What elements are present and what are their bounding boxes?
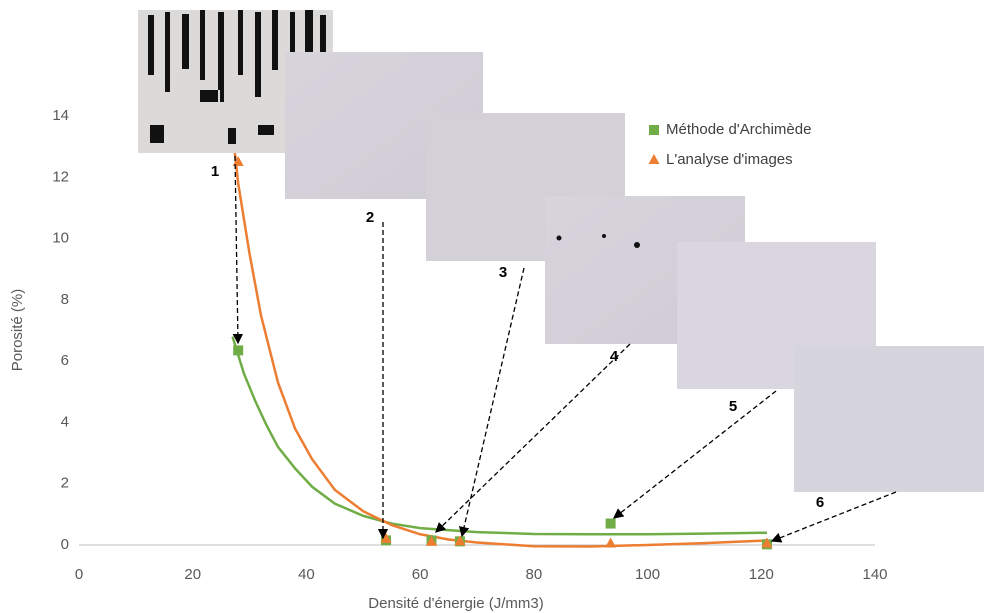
- data-point: [605, 518, 616, 529]
- y-axis-label: Porosité (%): [9, 289, 26, 372]
- arrow: [435, 343, 631, 533]
- arrow: [770, 491, 897, 543]
- data-point: [426, 535, 438, 546]
- inset-label: 5: [729, 398, 737, 415]
- inset-label: 6: [816, 494, 824, 511]
- inset-label: 2: [366, 209, 374, 226]
- y-tick-label: 8: [61, 291, 69, 308]
- arrow: [232, 155, 244, 345]
- y-tick-label: 12: [52, 168, 69, 185]
- x-tick-label: 20: [184, 566, 201, 583]
- micrograph: [794, 346, 984, 492]
- y-tick-label: 14: [52, 107, 69, 124]
- arrow: [612, 390, 777, 519]
- trend-line: [231, 131, 768, 548]
- data-point: [648, 154, 660, 164]
- x-axis-label: Densité d'énergie (J/mm3): [368, 595, 543, 612]
- x-tick-label: 140: [862, 566, 887, 583]
- data-point: [233, 345, 244, 356]
- x-tick-label: 100: [635, 566, 660, 583]
- insets: 1 2 3 4 5 6: [138, 10, 984, 543]
- x-tick-label: 120: [749, 566, 774, 583]
- x-tick-label: 60: [412, 566, 429, 583]
- x-tick-label: 0: [75, 566, 83, 583]
- inset-label: 4: [610, 348, 619, 365]
- data-point: [232, 155, 244, 166]
- data-point: [649, 125, 659, 135]
- inset-label: 1: [211, 163, 219, 180]
- arrow: [458, 267, 525, 538]
- data-point: [454, 535, 466, 546]
- x-tick-label: 40: [298, 566, 315, 583]
- legend-label: L'analyse d'images: [666, 151, 793, 168]
- y-tick-label: 4: [61, 413, 69, 430]
- y-tick-label: 2: [61, 475, 69, 492]
- data-point: [605, 537, 617, 548]
- y-tick-label: 0: [61, 536, 69, 553]
- trend-line: [231, 336, 767, 536]
- x-tick-label: 80: [526, 566, 543, 583]
- legend-label: Méthode d'Archimède: [666, 121, 811, 138]
- y-tick-label: 10: [52, 230, 69, 247]
- legend: Méthode d'Archimède L'analyse d'images: [648, 121, 811, 168]
- data-point: [761, 537, 773, 548]
- inset-label: 3: [499, 264, 507, 281]
- y-tick-label: 6: [61, 352, 69, 369]
